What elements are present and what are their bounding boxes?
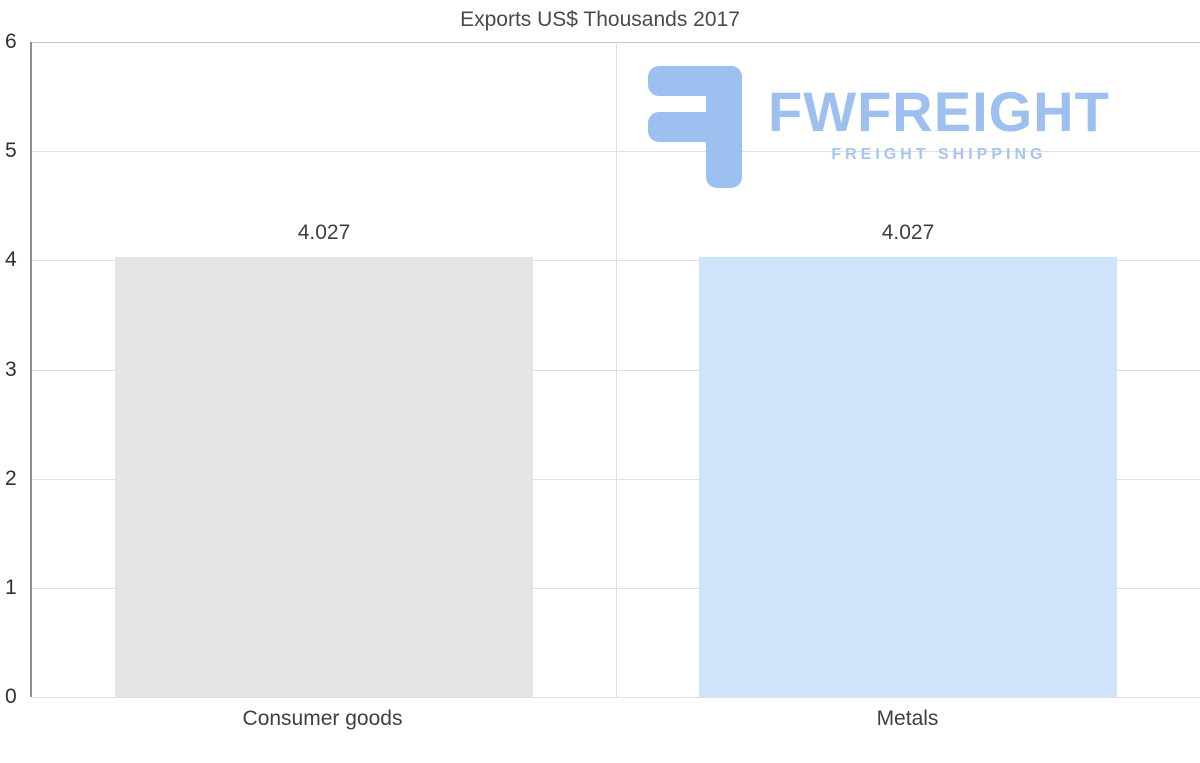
- y-axis-tick-label: 0: [5, 685, 17, 708]
- watermark-tagline: FREIGHT SHIPPING: [831, 146, 1047, 163]
- bar-value-label: 4.027: [881, 221, 935, 245]
- x-axis-labels: Consumer goods Metals: [30, 707, 1200, 737]
- category-label: Metals: [876, 707, 939, 730]
- y-axis-tick-label: 2: [5, 466, 17, 490]
- bar-value-label: 4.027: [297, 221, 351, 245]
- gridline: [32, 697, 1200, 698]
- y-axis-tick-label: 1: [5, 575, 17, 599]
- y-axis: 0 1 2 3 4 5 6: [0, 30, 28, 708]
- y-axis-tick-label: 3: [5, 357, 17, 381]
- y-axis-tick-label: 4: [5, 248, 17, 272]
- gridline-vertical: [616, 42, 617, 697]
- chart-title: Exports US$ Thousands 2017: [460, 8, 740, 31]
- fwfreight-logo-icon: [648, 66, 742, 188]
- watermark-text: FWFREIGHT FREIGHT SHIPPING: [768, 66, 1110, 164]
- category-label: Consumer goods: [242, 707, 403, 730]
- plot-area: 4.027 4.027: [30, 42, 1200, 698]
- y-axis-tick-label: 6: [5, 30, 17, 53]
- y-axis-tick-label: 5: [5, 139, 17, 163]
- bar-consumer-goods: [115, 257, 533, 697]
- watermark: FWFREIGHT FREIGHT SHIPPING: [648, 66, 1110, 188]
- watermark-brand: FWFREIGHT: [768, 80, 1110, 143]
- bar-metals: [699, 257, 1117, 697]
